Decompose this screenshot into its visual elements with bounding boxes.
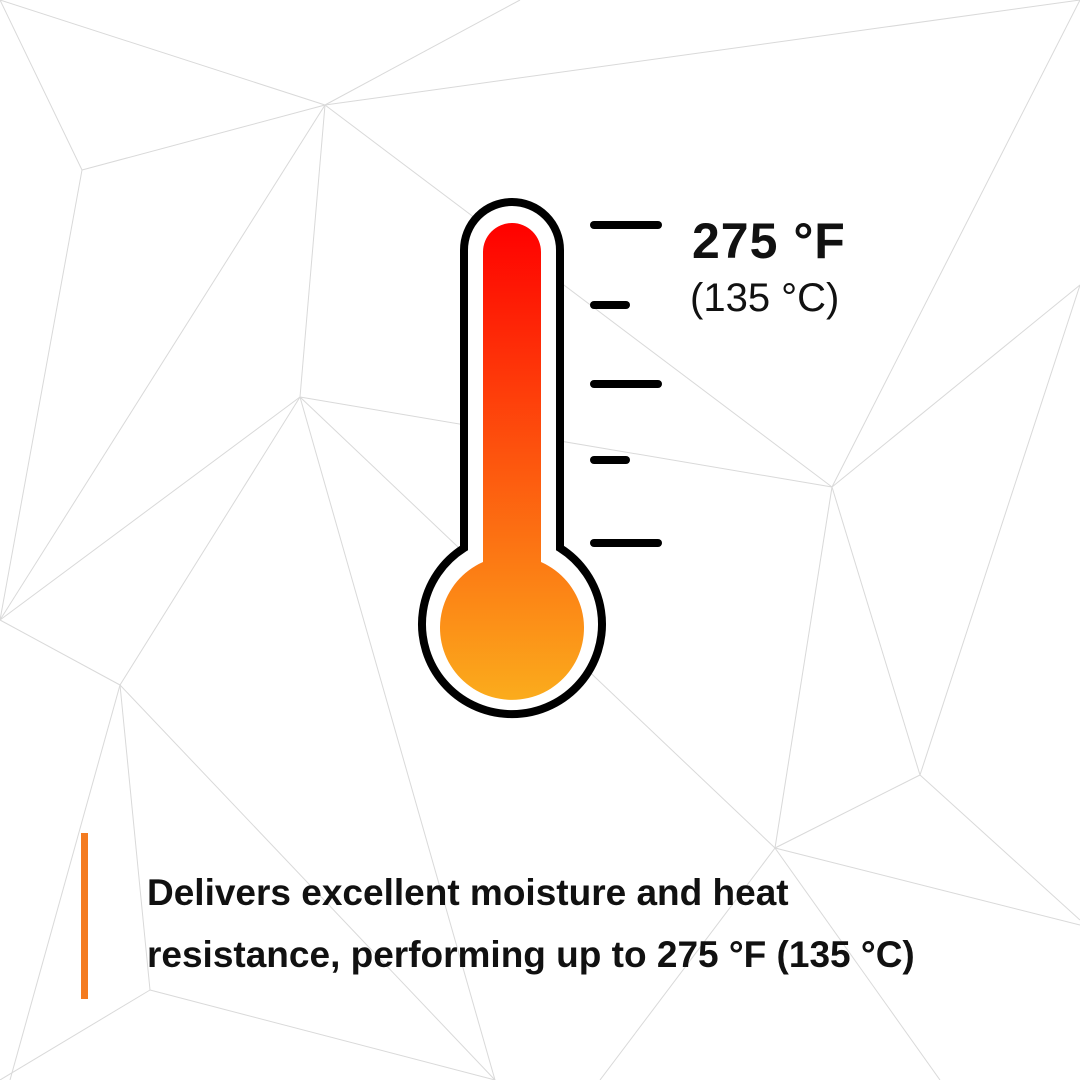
background-line xyxy=(9,684,121,1080)
background-line xyxy=(831,0,1080,488)
temperature-celsius: (135 °C) xyxy=(690,276,840,320)
background-line xyxy=(0,104,326,621)
background-line xyxy=(119,684,496,1080)
background-line xyxy=(0,989,151,1080)
background-line xyxy=(774,847,1080,926)
background-line xyxy=(119,684,151,991)
caption-line-1: Delivers excellent moisture and heat xyxy=(147,872,789,913)
background-line xyxy=(0,396,301,621)
background-line xyxy=(0,0,83,171)
background-line xyxy=(324,0,1080,106)
background-line xyxy=(0,619,121,686)
background-line xyxy=(299,396,496,1080)
caption-line-2: resistance, performing up to 275 °F (135… xyxy=(147,934,915,975)
background-line xyxy=(0,169,83,621)
background-line xyxy=(919,284,1080,776)
background-line xyxy=(299,104,326,398)
background-line xyxy=(324,0,521,106)
background-line xyxy=(0,0,326,106)
background-line xyxy=(919,774,1080,921)
background-line xyxy=(831,284,1080,488)
background-line xyxy=(299,396,833,488)
background-line xyxy=(831,486,921,776)
background-line xyxy=(81,104,326,171)
background-line xyxy=(324,104,833,488)
background-line xyxy=(119,396,301,686)
background-line xyxy=(774,774,921,849)
caption: Delivers excellent moisture and heat res… xyxy=(147,862,1047,986)
background-line xyxy=(149,989,496,1080)
background-line xyxy=(599,847,776,1080)
background-line xyxy=(774,847,941,1080)
accent-bar xyxy=(81,833,88,999)
temperature-fahrenheit: 275 °F xyxy=(692,213,846,269)
background-line xyxy=(774,486,833,849)
thermometer-mercury xyxy=(439,223,584,700)
